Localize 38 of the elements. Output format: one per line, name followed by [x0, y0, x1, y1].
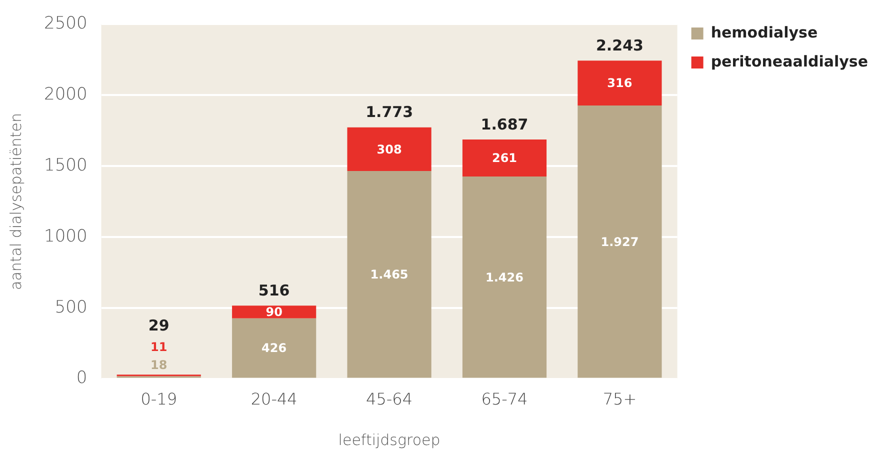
x-tick-label: 45-64 [366, 390, 413, 409]
bar [578, 60, 662, 106]
y-tick-label: 1000 [44, 226, 88, 246]
legend-label: hemodialyse [710, 23, 818, 42]
data-label: 1.426 [486, 270, 524, 284]
data-label: 11 [150, 340, 168, 354]
y-tick-label: 500 [54, 297, 88, 318]
bar [462, 176, 547, 378]
total-label: 29 [148, 316, 170, 335]
y-axis-title: aantal dialysepatiënten [6, 113, 25, 290]
y-tick-label: 0 [76, 368, 88, 388]
bar [347, 127, 432, 172]
bar [578, 105, 662, 378]
bar [232, 306, 316, 318]
data-label: 316 [607, 76, 632, 90]
bar [462, 140, 547, 177]
data-label: 1.465 [370, 268, 408, 282]
y-tick-label: 2500 [44, 14, 88, 34]
total-label: 2.243 [596, 36, 644, 55]
x-tick-label: 20-44 [250, 390, 298, 409]
y-tick-label: 1500 [44, 155, 88, 176]
data-label: 1.927 [600, 234, 639, 249]
data-label: 308 [376, 142, 402, 156]
y-tick-label: 2000 [44, 84, 88, 105]
bar [232, 318, 316, 378]
data-label: 426 [262, 341, 287, 356]
x-tick-label: 65-74 [481, 390, 528, 409]
total-label: 1.773 [366, 103, 414, 122]
x-axis-title: leeftijdsgroep [338, 430, 440, 449]
total-label: 516 [258, 282, 290, 300]
total-label: 1.687 [480, 115, 528, 134]
data-label: 18 [150, 358, 168, 372]
x-tick-label: 75+ [602, 390, 637, 409]
data-label: 261 [492, 151, 518, 166]
data-label: 90 [266, 305, 282, 320]
legend-label: peritoneaaldialyse [710, 52, 868, 70]
x-tick-label: 0-19 [140, 390, 178, 409]
bar [347, 171, 432, 378]
